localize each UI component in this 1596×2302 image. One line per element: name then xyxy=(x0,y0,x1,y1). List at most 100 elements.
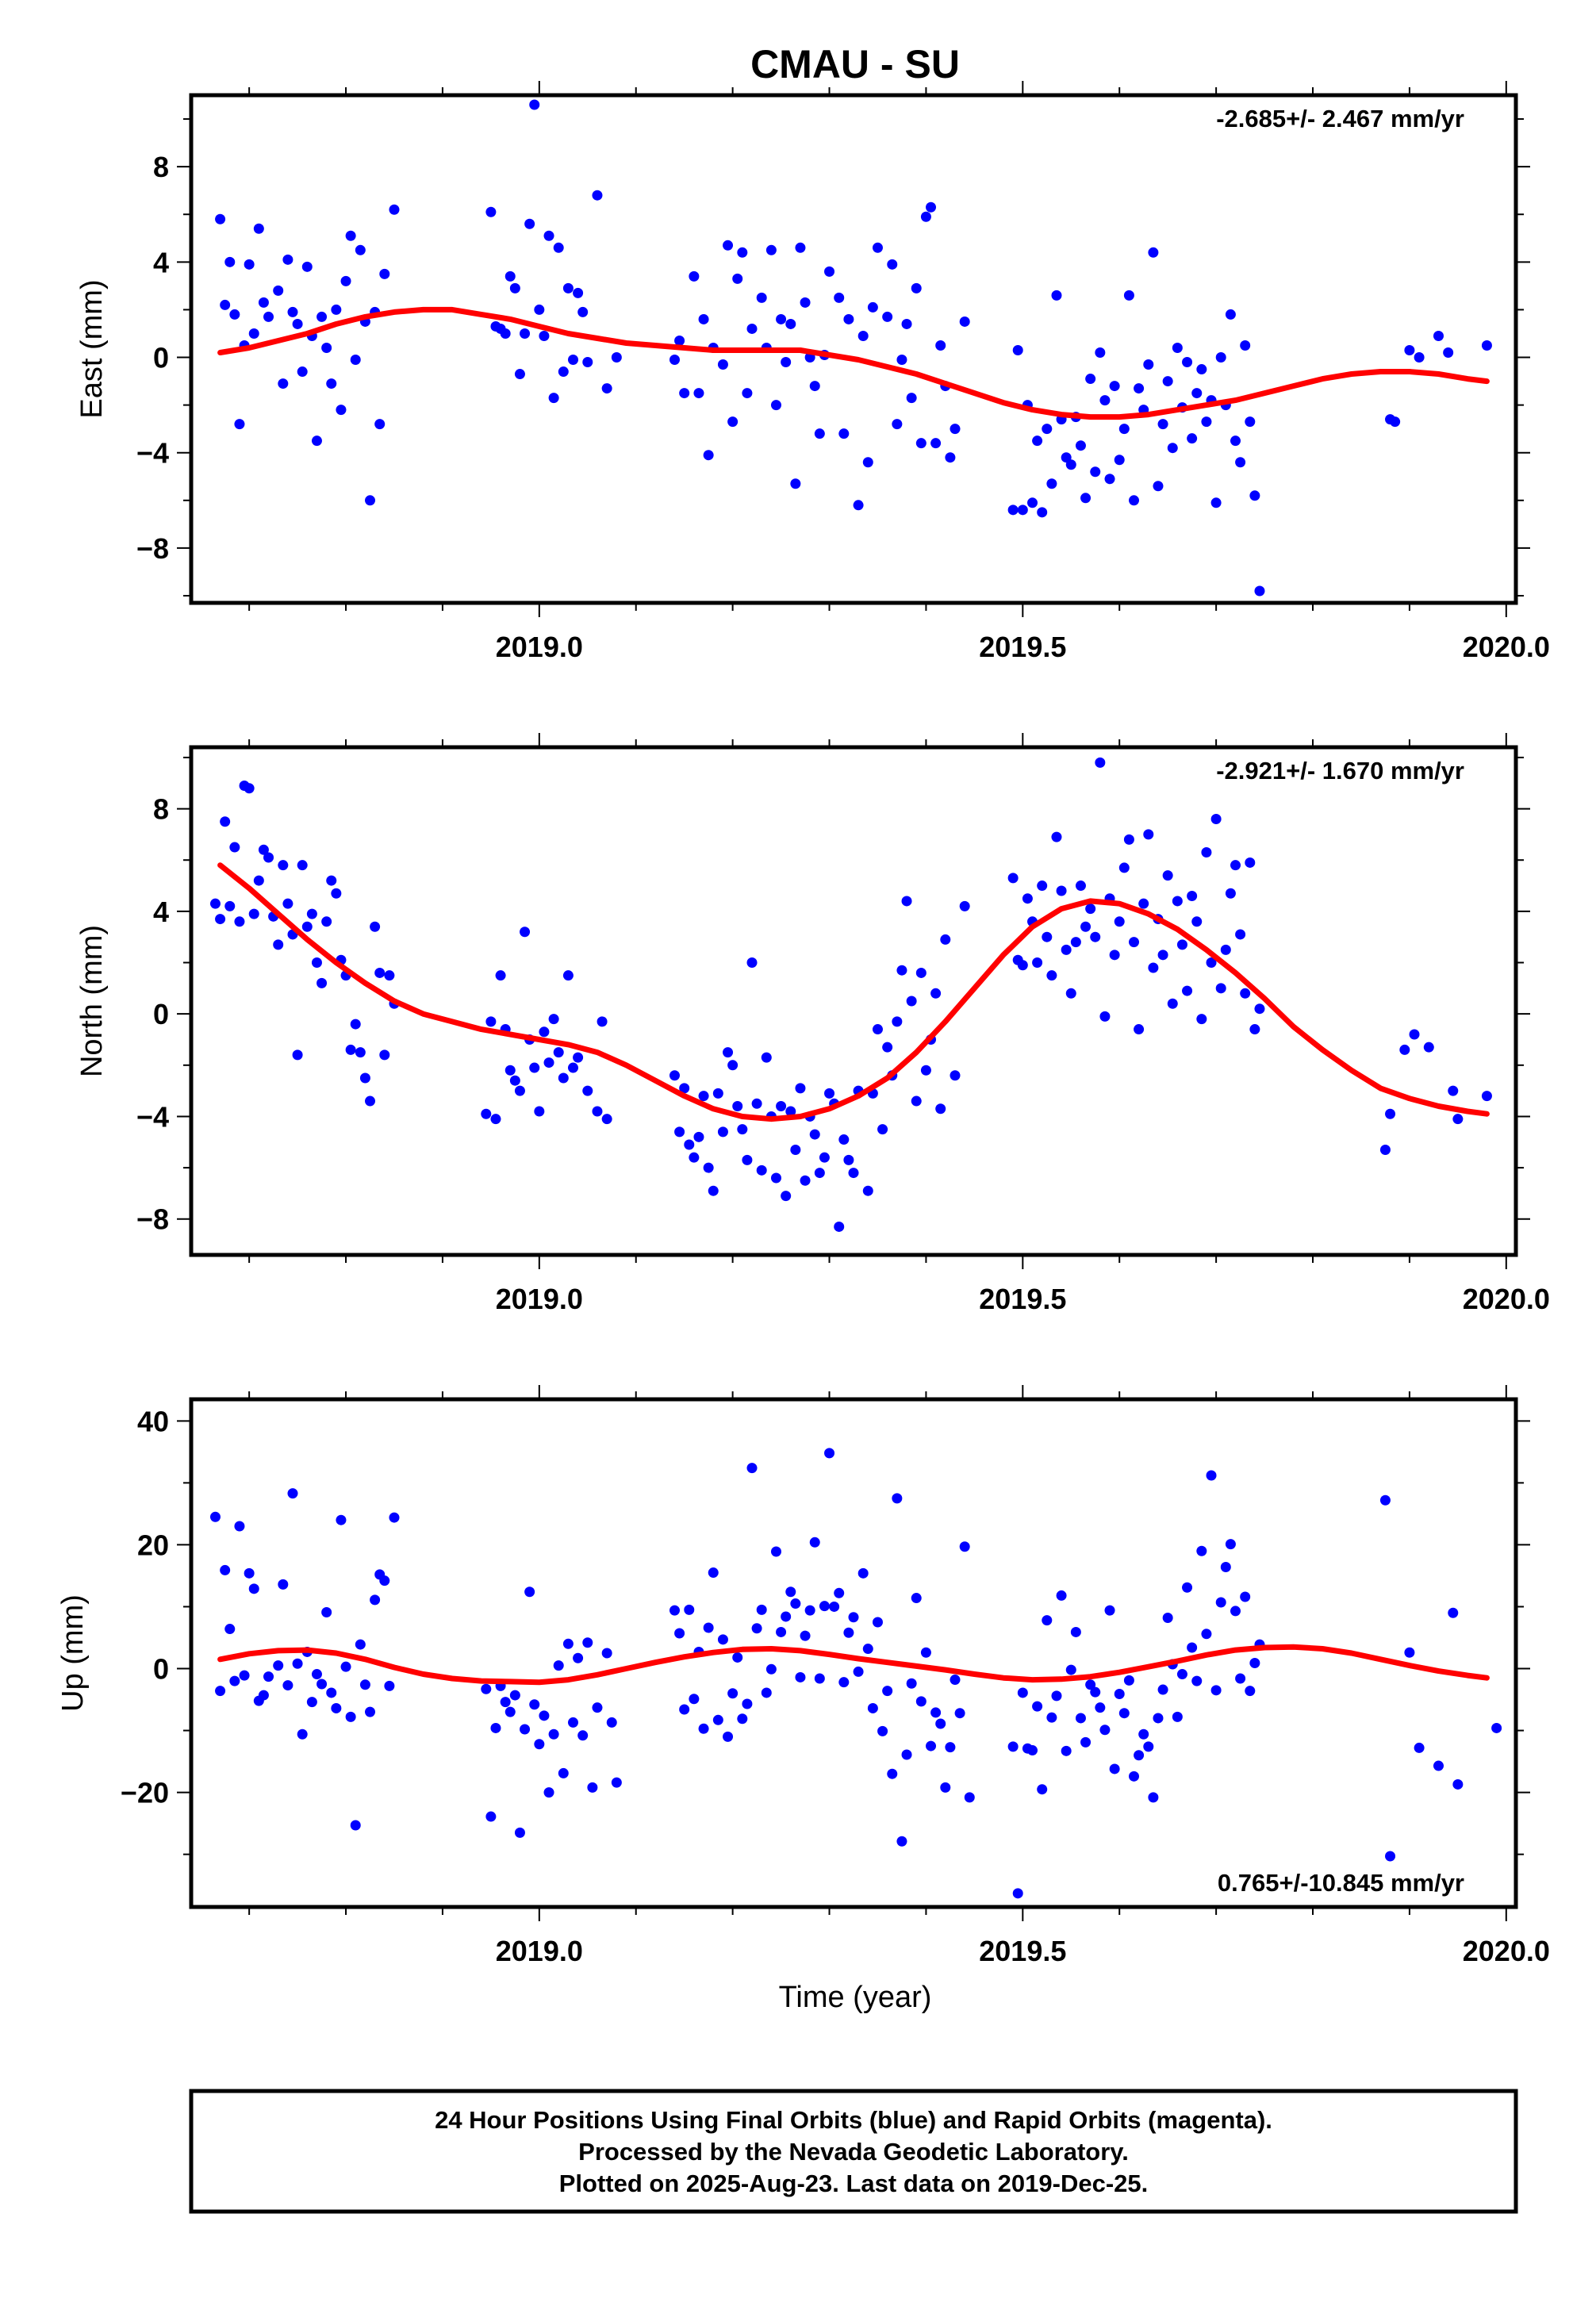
east-data-point xyxy=(1042,424,1053,435)
up-data-point xyxy=(611,1777,622,1788)
up-data-point xyxy=(1191,1675,1203,1686)
north-data-point xyxy=(708,1185,719,1196)
east-data-point xyxy=(350,355,361,366)
east-data-point xyxy=(1104,474,1115,485)
north-data-point xyxy=(350,1019,361,1030)
up-data-point xyxy=(1245,1686,1256,1697)
east-panel: 2019.0 2019.5 2020.0 8 4 0 −4 −8 East (mm) -2.685… xyxy=(75,81,1550,663)
north-data-point xyxy=(892,1016,903,1027)
east-data-point xyxy=(1215,352,1226,363)
east-data-point xyxy=(340,275,351,286)
east-data-point xyxy=(611,352,622,363)
east-data-point xyxy=(292,318,303,329)
north-data-point xyxy=(906,996,917,1007)
up-data-point xyxy=(365,1706,376,1717)
up-data-point xyxy=(723,1731,734,1742)
east-data-point xyxy=(790,478,801,489)
up-data-point xyxy=(824,1448,835,1459)
north-data-point xyxy=(1056,885,1067,896)
north-data-point xyxy=(684,1139,695,1150)
up-y-tick-label: 40 xyxy=(137,1405,169,1437)
up-data-point xyxy=(790,1598,801,1609)
up-data-point xyxy=(1037,1784,1048,1795)
up-x-tick-label: 2019.5 xyxy=(979,1935,1066,1967)
east-data-point xyxy=(843,313,854,324)
east-data-point xyxy=(1225,309,1236,320)
up-data-point xyxy=(800,1630,811,1641)
east-y-tick-label: 0 xyxy=(153,342,169,374)
up-data-point xyxy=(1215,1597,1226,1608)
east-data-point xyxy=(505,270,516,282)
up-data-point xyxy=(355,1639,366,1650)
up-data-point xyxy=(1196,1545,1207,1556)
north-y-axis-label: North (mm) xyxy=(75,925,109,1077)
up-data-point xyxy=(1090,1686,1101,1698)
east-data-point xyxy=(795,242,806,253)
east-points xyxy=(215,99,1492,597)
north-data-point xyxy=(1182,985,1193,996)
north-data-point xyxy=(326,875,337,886)
north-data-point xyxy=(374,967,386,978)
north-data-point xyxy=(1201,847,1212,858)
north-rate-label: -2.921+/- 1.670 mm/yr xyxy=(1216,757,1464,785)
east-data-point xyxy=(253,223,264,234)
east-data-point xyxy=(573,287,584,298)
up-data-point xyxy=(737,1713,748,1725)
north-x-tick-label: 2020.0 xyxy=(1463,1283,1550,1315)
north-data-point xyxy=(1176,939,1187,950)
north-data-point xyxy=(776,1101,787,1112)
north-y-tick-label: −4 xyxy=(136,1100,169,1133)
east-data-point xyxy=(1481,340,1492,351)
up-data-point xyxy=(1104,1605,1115,1616)
east-data-point xyxy=(1162,376,1173,387)
east-data-point xyxy=(1172,342,1183,353)
east-data-point xyxy=(703,450,714,461)
north-data-point xyxy=(1230,860,1241,871)
east-data-point xyxy=(1032,435,1043,447)
up-data-point xyxy=(587,1782,598,1793)
east-data-point xyxy=(1114,455,1125,466)
east-data-point xyxy=(1404,345,1415,356)
east-data-point xyxy=(301,261,313,272)
up-data-point xyxy=(529,1699,540,1710)
north-data-point xyxy=(756,1164,767,1176)
up-points xyxy=(209,1448,1502,1899)
north-data-point xyxy=(1138,898,1149,909)
up-data-point xyxy=(321,1606,332,1617)
east-data-point xyxy=(785,318,796,329)
north-data-point xyxy=(1409,1029,1420,1040)
east-data-point xyxy=(215,213,226,224)
north-data-point xyxy=(761,1052,772,1063)
north-data-point xyxy=(263,852,274,863)
east-data-point xyxy=(935,340,946,351)
up-data-point xyxy=(712,1714,723,1725)
east-data-point xyxy=(1095,347,1106,359)
up-data-point xyxy=(514,1827,525,1838)
north-data-point xyxy=(732,1101,743,1112)
up-data-point xyxy=(877,1725,888,1736)
north-data-point xyxy=(940,934,951,945)
north-data-point xyxy=(814,1168,825,1179)
east-y-tick-label: −8 xyxy=(136,532,169,565)
up-data-point xyxy=(862,1644,873,1655)
up-data-point xyxy=(1070,1626,1081,1637)
up-data-point xyxy=(500,1697,511,1708)
up-data-point xyxy=(698,1723,709,1734)
up-data-point xyxy=(1046,1712,1057,1723)
north-data-point xyxy=(950,1070,961,1081)
north-data-point xyxy=(505,1065,516,1076)
up-data-point xyxy=(524,1586,535,1598)
up-data-point xyxy=(930,1707,942,1718)
north-data-point xyxy=(297,860,308,871)
figure-title: CMAU - SU xyxy=(750,42,960,86)
east-data-point xyxy=(824,266,835,277)
north-data-point xyxy=(384,970,395,981)
east-data-point xyxy=(867,301,878,313)
north-data-point xyxy=(1172,896,1183,907)
east-data-point xyxy=(1153,481,1164,492)
up-data-point xyxy=(1157,1684,1168,1695)
up-data-point xyxy=(857,1567,869,1579)
east-data-point xyxy=(732,273,743,284)
north-data-point xyxy=(534,1106,545,1117)
up-data-point xyxy=(562,1638,574,1649)
